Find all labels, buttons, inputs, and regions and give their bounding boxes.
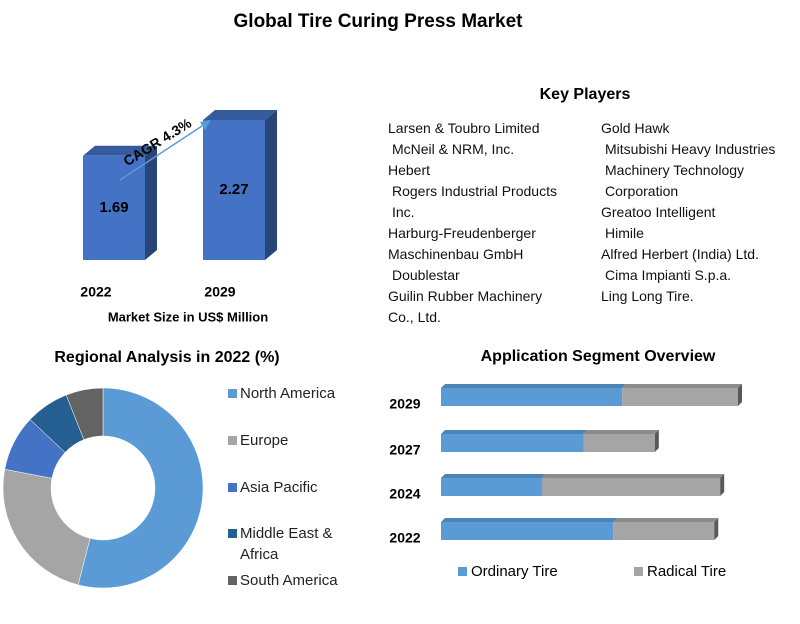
key-player: Guilin Rubber Machinery Co., Ltd. bbox=[388, 288, 543, 325]
key-player: Alfred Herbert (India) Ltd. bbox=[601, 246, 759, 262]
legend-label: Europe bbox=[240, 432, 289, 449]
bar-side bbox=[265, 110, 277, 260]
main-title: Global Tire Curing Press Market bbox=[234, 11, 524, 32]
bar-segment bbox=[583, 434, 655, 452]
key-player: Ling Long Tire. bbox=[601, 288, 694, 304]
bar-segment bbox=[622, 388, 738, 406]
legend-label: Middle East & Africa bbox=[240, 525, 333, 563]
bar-top bbox=[583, 430, 659, 434]
bar-segment bbox=[613, 522, 715, 540]
key-player: Gold Hawk bbox=[601, 120, 670, 136]
y-tick-label: 2029 bbox=[389, 396, 420, 412]
key-player: Himile bbox=[605, 225, 644, 241]
arrow-head bbox=[200, 120, 211, 130]
legend-label: North America bbox=[240, 385, 336, 402]
key-player: Rogers Industrial Products Inc. bbox=[392, 183, 557, 220]
y-tick-label: 2022 bbox=[389, 530, 420, 546]
cagr-arrow bbox=[119, 123, 206, 181]
key-players-title: Key Players bbox=[540, 86, 631, 103]
key-player: Harburg-Freudenberger Maschinenbau GmbH bbox=[388, 225, 536, 262]
bar-side bbox=[145, 145, 157, 260]
bar-top bbox=[441, 430, 588, 434]
bar-top bbox=[613, 518, 719, 522]
legend-swatch bbox=[228, 436, 237, 445]
bar bbox=[83, 155, 145, 260]
legend-label: South America bbox=[240, 572, 338, 589]
axis-label: Market Size in US$ Million bbox=[108, 309, 268, 324]
x-tick-label: 2029 bbox=[204, 284, 235, 300]
legend-label: Asia Pacific bbox=[240, 479, 318, 496]
legend-swatch bbox=[228, 576, 237, 585]
value-label: 2.27 bbox=[219, 181, 248, 198]
key-player: Hebert bbox=[388, 162, 431, 178]
bar-segment bbox=[441, 388, 623, 406]
donut-slice bbox=[2, 468, 91, 586]
legend-swatch bbox=[228, 483, 237, 492]
key-player: Mitsubishi Heavy Industries Machinery Te… bbox=[605, 141, 776, 199]
bar-side bbox=[738, 384, 742, 406]
bar-top bbox=[83, 145, 157, 156]
legend-swatch bbox=[634, 567, 643, 576]
bar-segment bbox=[541, 478, 721, 496]
bar-top bbox=[541, 474, 725, 478]
y-tick-label: 2027 bbox=[389, 442, 420, 458]
key-players-column: Larsen & Toubro Limited McNeil & NRM, Inc… bbox=[388, 118, 570, 328]
key-player: Greatoo Intelligent bbox=[601, 204, 716, 220]
chart-title: Regional Analysis in 2022 (%) bbox=[54, 349, 279, 366]
bar-segment bbox=[441, 478, 542, 496]
donut-slice bbox=[65, 387, 104, 440]
value-label: 1.69 bbox=[99, 199, 128, 216]
key-player: McNeil & NRM, Inc. bbox=[392, 141, 515, 157]
legend-swatch bbox=[228, 529, 237, 538]
legend-swatch bbox=[458, 567, 467, 576]
key-player: Larsen & Toubro Limited bbox=[388, 120, 540, 136]
bar-top bbox=[622, 384, 742, 388]
annotation: CAGR 4.3% bbox=[120, 114, 194, 169]
bar bbox=[203, 120, 265, 260]
bar-side bbox=[720, 474, 725, 496]
legend-label: Radical Tire bbox=[647, 563, 726, 580]
bar-segment bbox=[441, 434, 584, 452]
bar-top bbox=[441, 384, 627, 388]
bar-top bbox=[441, 474, 546, 478]
key-players-column: Gold Hawk Mitsubishi Heavy Industries Mac… bbox=[601, 118, 781, 307]
legend-swatch bbox=[228, 389, 237, 398]
x-tick-label: 2022 bbox=[80, 284, 111, 300]
legend-label: Ordinary Tire bbox=[471, 563, 558, 580]
bar-top bbox=[203, 110, 277, 120]
y-tick-label: 2024 bbox=[389, 486, 420, 502]
key-player: Doublestar bbox=[392, 267, 460, 283]
bar-side bbox=[654, 430, 659, 452]
bar-segment bbox=[441, 522, 614, 540]
key-player: Cima Impianti S.p.a. bbox=[605, 267, 732, 283]
bar-side bbox=[714, 518, 719, 540]
chart-title: Application Segment Overview bbox=[481, 348, 716, 365]
bar-top bbox=[441, 518, 618, 522]
